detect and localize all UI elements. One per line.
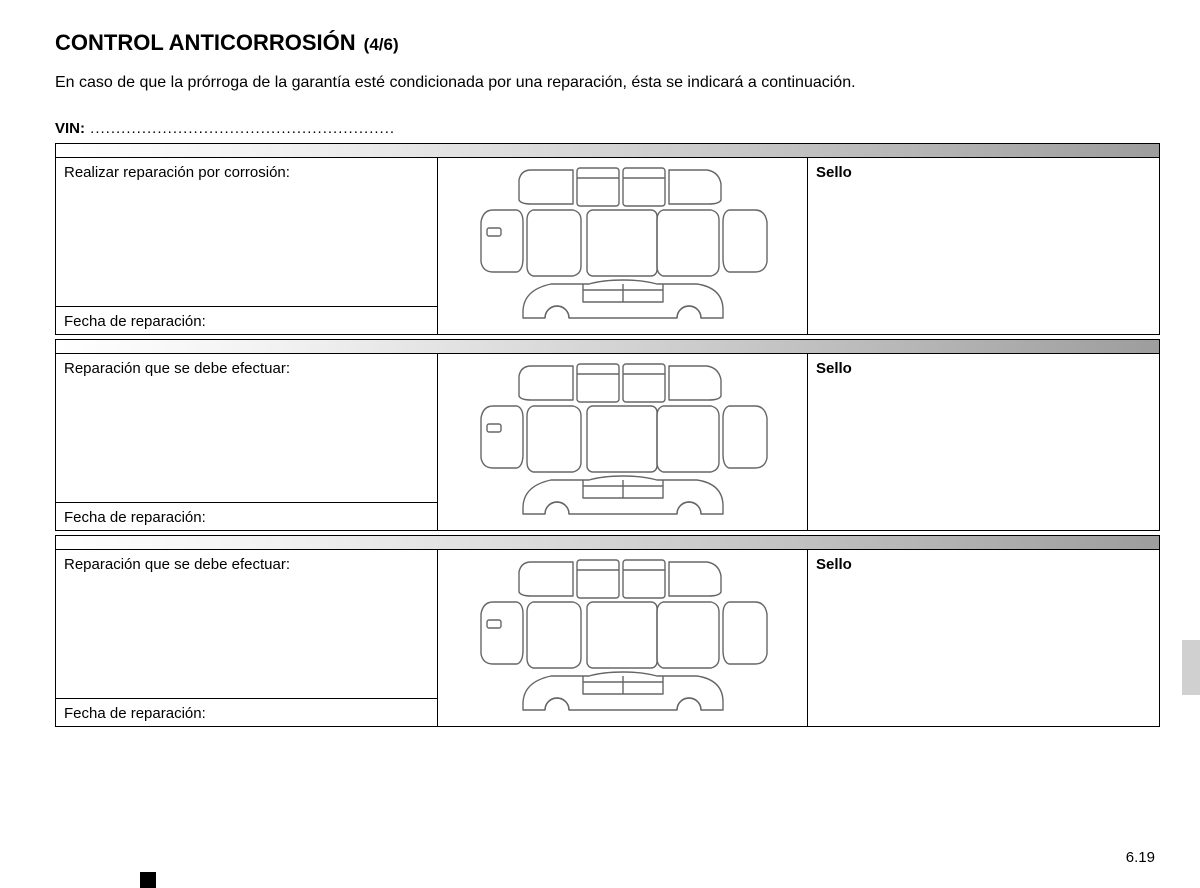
vin-row: VIN: ...................................… (55, 120, 1160, 137)
vin-label: VIN: (55, 120, 85, 137)
gradient-bar (56, 144, 1159, 158)
block-body: Reparación que se debe efectuar: Fecha d… (56, 354, 1159, 530)
repair-date-cell[interactable]: Fecha de reparación: (56, 698, 437, 726)
side-tab (1182, 640, 1200, 695)
block-body: Reparación que se debe efectuar: Fecha d… (56, 550, 1159, 726)
car-unfold-icon (473, 162, 773, 330)
car-diagram-cell (438, 550, 808, 726)
page-title-part: (4/6) (364, 35, 399, 55)
stamp-cell[interactable]: Sello (808, 158, 1159, 334)
car-unfold-icon (473, 358, 773, 526)
block-left-col: Reparación que se debe efectuar: Fecha d… (56, 550, 438, 726)
car-diagram-cell (438, 158, 808, 334)
page-title-row: CONTROL ANTICORROSIÓN (4/6) (55, 30, 1160, 56)
block-left-col: Realizar reparación por corrosión: Fecha… (56, 158, 438, 334)
stamp-cell[interactable]: Sello (808, 354, 1159, 530)
repair-date-cell[interactable]: Fecha de reparación: (56, 306, 437, 334)
block-body: Realizar reparación por corrosión: Fecha… (56, 158, 1159, 334)
repair-description-cell[interactable]: Reparación que se debe efectuar: (56, 550, 437, 698)
repair-date-cell[interactable]: Fecha de reparación: (56, 502, 437, 530)
repair-description-cell[interactable]: Realizar reparación por corrosión: (56, 158, 437, 306)
repair-block: Realizar reparación por corrosión: Fecha… (55, 143, 1160, 335)
page: CONTROL ANTICORROSIÓN (4/6) En caso de q… (0, 0, 1200, 888)
page-title: CONTROL ANTICORROSIÓN (55, 30, 356, 56)
vin-field[interactable]: ........................................… (85, 120, 395, 137)
car-diagram-cell (438, 354, 808, 530)
repair-block: Reparación que se debe efectuar: Fecha d… (55, 339, 1160, 531)
stamp-cell[interactable]: Sello (808, 550, 1159, 726)
repair-block: Reparación que se debe efectuar: Fecha d… (55, 535, 1160, 727)
page-number: 6.19 (1126, 849, 1155, 866)
car-unfold-icon (473, 554, 773, 722)
intro-text: En caso de que la prórroga de la garantí… (55, 74, 1160, 92)
block-left-col: Reparación que se debe efectuar: Fecha d… (56, 354, 438, 530)
crop-mark (140, 872, 156, 888)
repair-description-cell[interactable]: Reparación que se debe efectuar: (56, 354, 437, 502)
gradient-bar (56, 536, 1159, 550)
gradient-bar (56, 340, 1159, 354)
